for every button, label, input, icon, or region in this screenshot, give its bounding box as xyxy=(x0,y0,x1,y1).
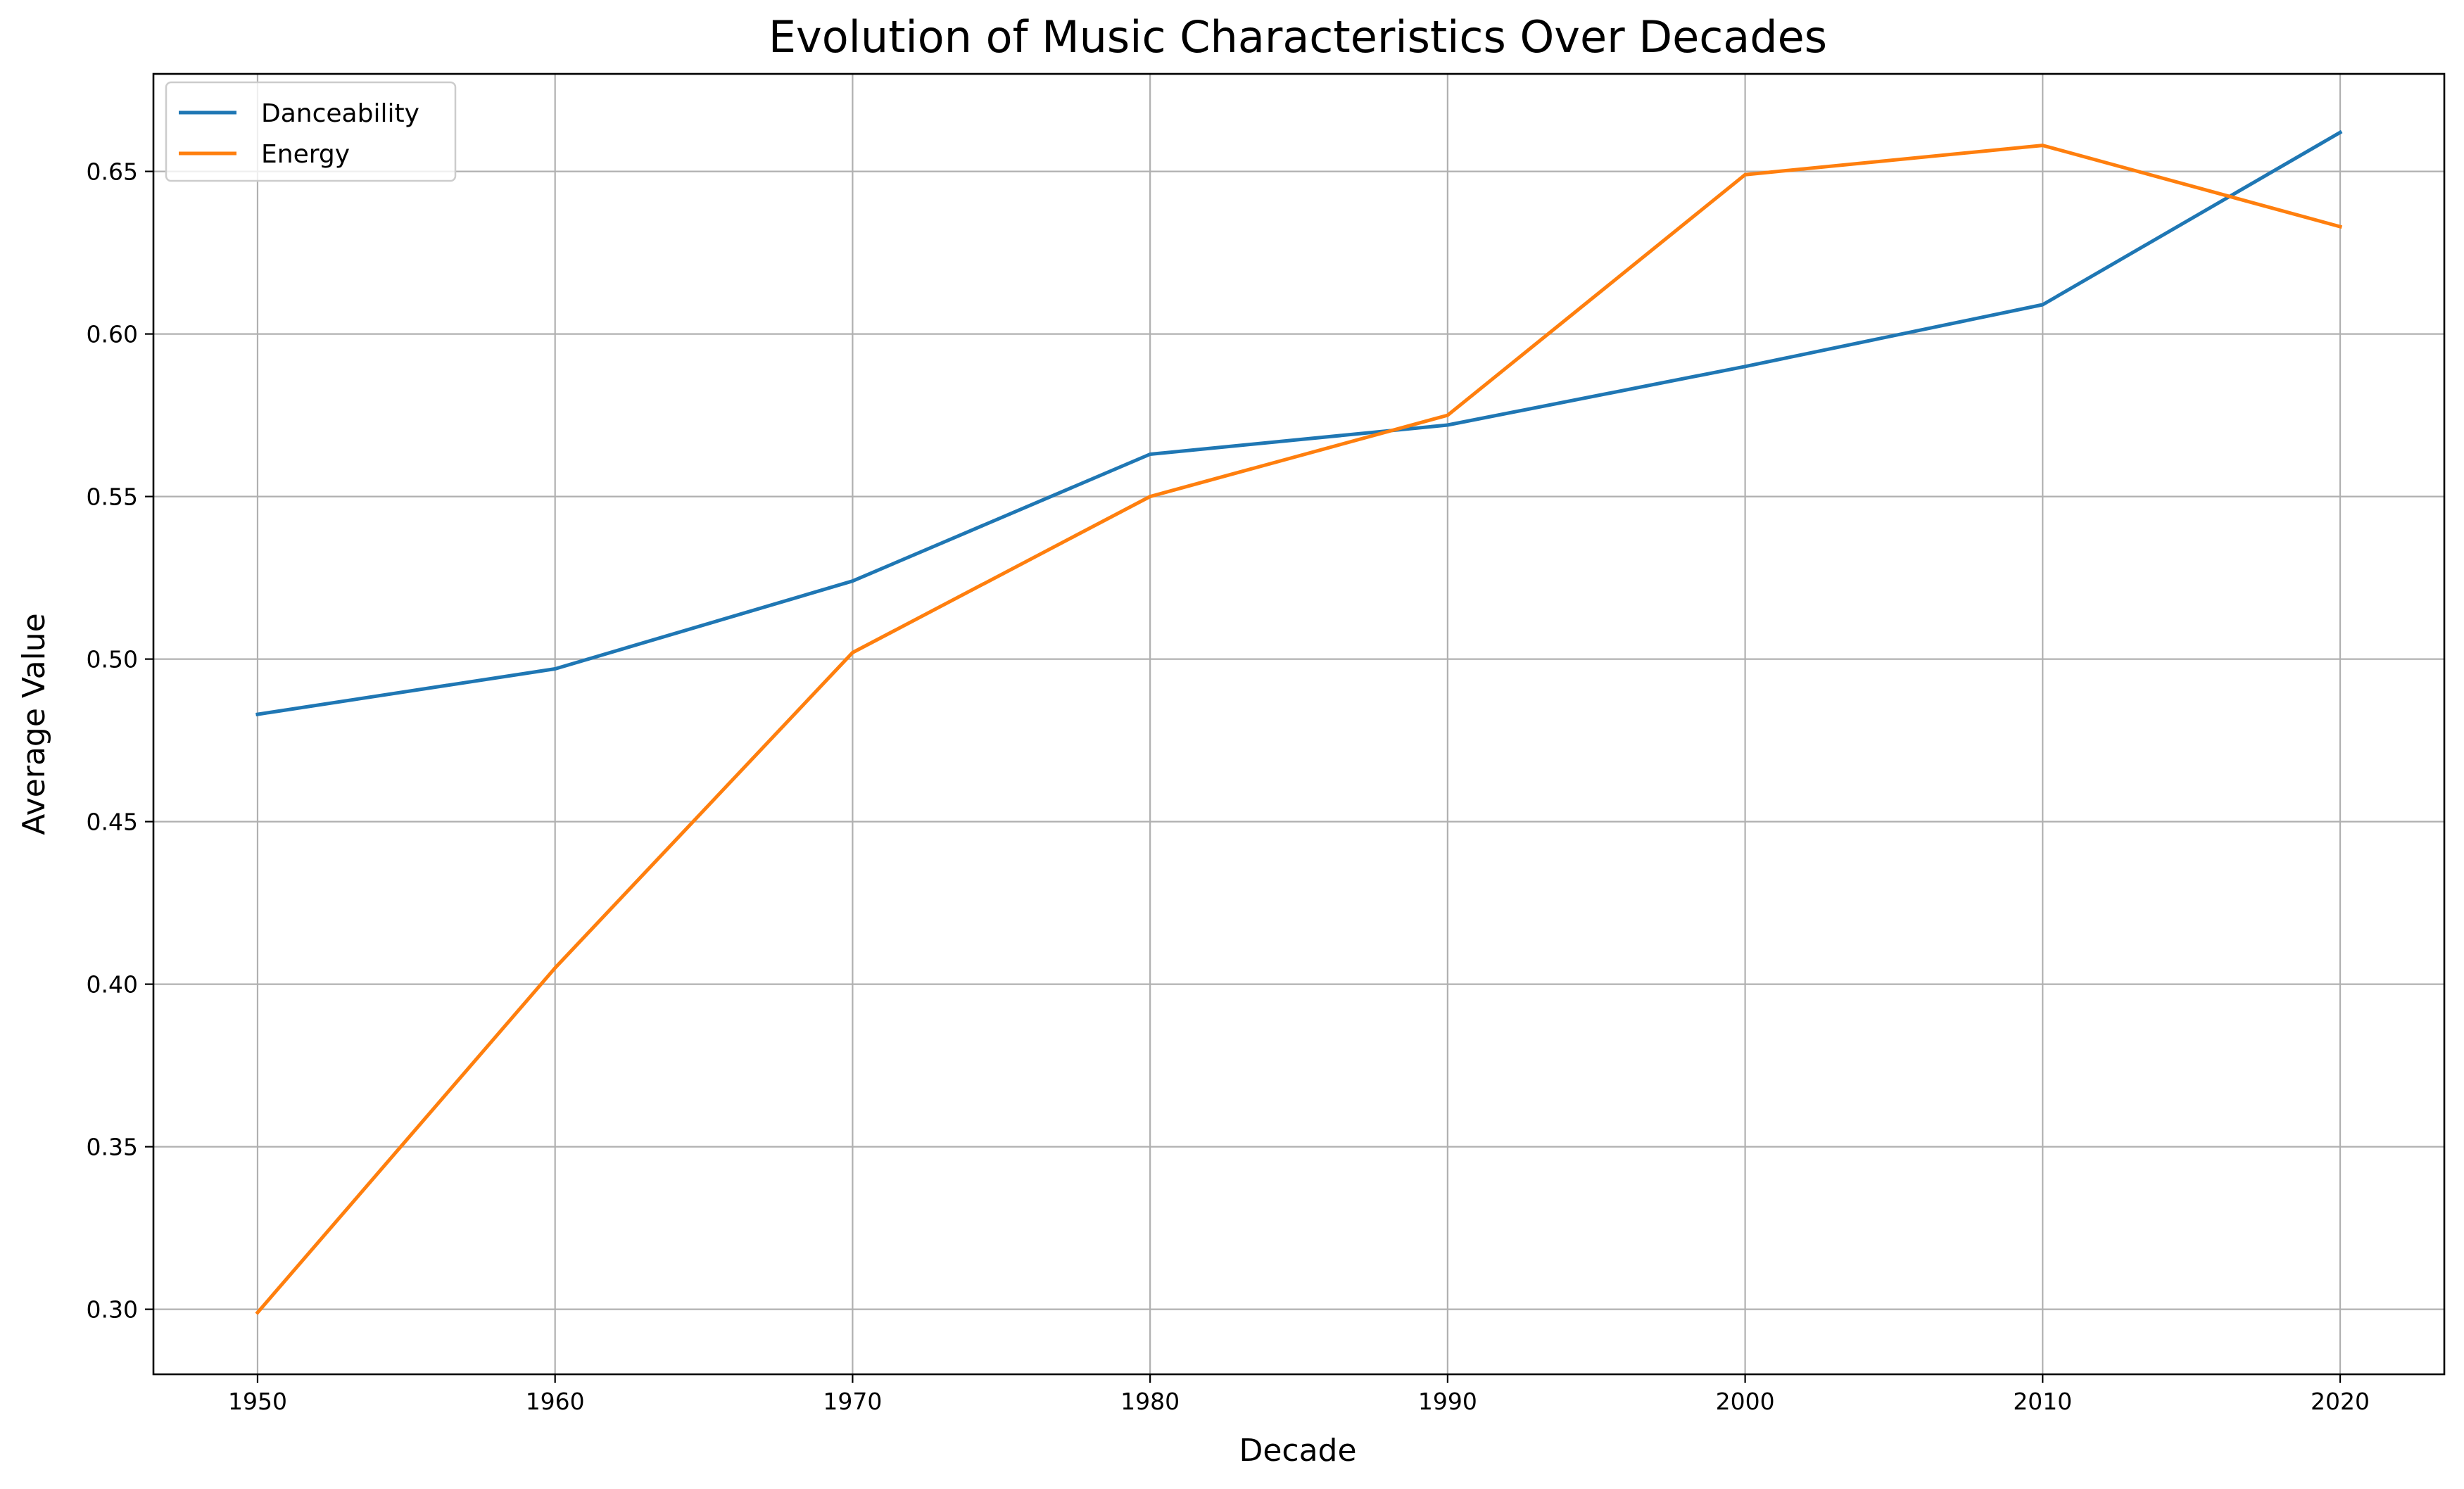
y-tick-label: 0.40 xyxy=(87,971,138,999)
x-tick-label: 1990 xyxy=(1418,1388,1477,1415)
legend-box xyxy=(165,81,457,182)
x-tick-label: 1950 xyxy=(228,1388,287,1415)
plot-area-frame xyxy=(152,72,2446,1376)
y-tick-label: 0.35 xyxy=(87,1134,138,1161)
x-tick-label: 1960 xyxy=(526,1388,585,1415)
x-tick-label: 2000 xyxy=(1716,1388,1775,1415)
y-tick-label: 0.60 xyxy=(87,321,138,348)
y-tick-label: 0.65 xyxy=(87,158,138,186)
legend-label-energy: Energy xyxy=(261,140,350,169)
grid-layer xyxy=(153,74,2444,1374)
y-tick-label: 0.50 xyxy=(87,646,138,673)
x-axis-title: Decade xyxy=(1239,1433,1356,1469)
legend-label-danceability: Danceability xyxy=(261,99,419,128)
series-line-energy xyxy=(255,144,2343,1315)
x-tick-label: 1980 xyxy=(1120,1388,1180,1415)
series-layer xyxy=(255,129,2343,1315)
y-axis-title: Average Value xyxy=(16,613,52,835)
x-tick-label: 1970 xyxy=(823,1388,882,1415)
y-tick-label: 0.55 xyxy=(87,483,138,511)
legend: Danceability Energy xyxy=(165,81,457,182)
y-tick-label: 0.30 xyxy=(87,1296,138,1324)
chart-title: Evolution of Music Characteristics Over … xyxy=(769,11,1827,63)
x-tick-label: 2020 xyxy=(2311,1388,2370,1415)
ticks-layer: 1950 1960 1970 1980 1990 2000 2010 2020 0.30 0.35… xyxy=(87,158,2370,1415)
y-tick-label: 0.45 xyxy=(87,809,138,836)
series-line-danceability xyxy=(255,129,2343,716)
x-tick-label: 2010 xyxy=(2013,1388,2072,1415)
